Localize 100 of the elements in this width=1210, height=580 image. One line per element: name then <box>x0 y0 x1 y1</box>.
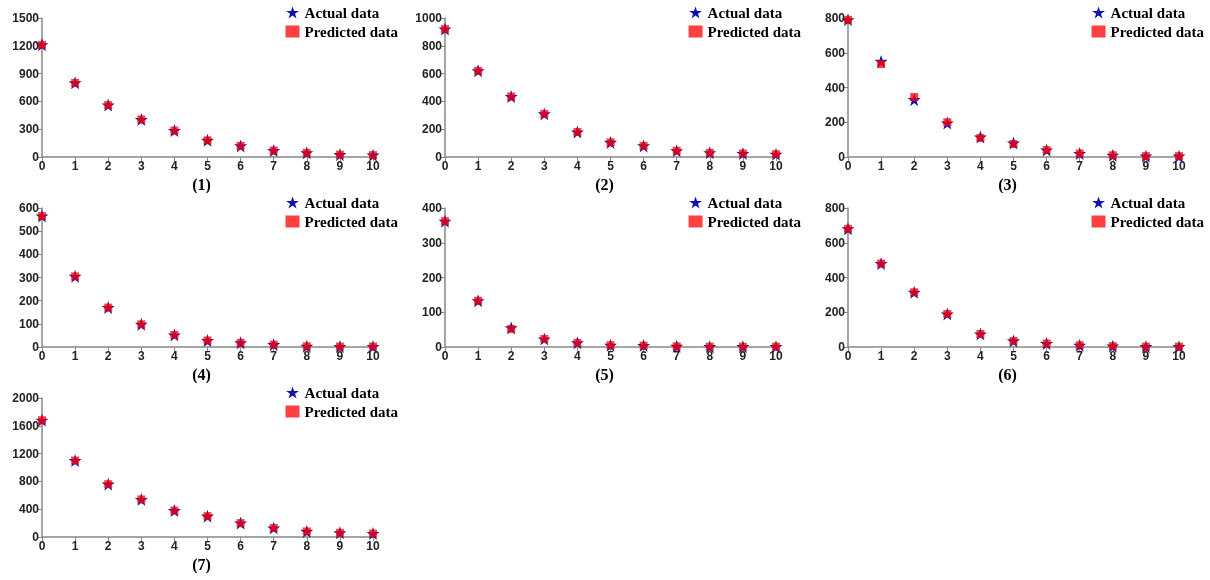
legend-label: Actual data <box>707 4 783 21</box>
x-tick-label: 7 <box>673 349 681 363</box>
x-tick-label: 3 <box>540 349 548 363</box>
x-tick-label: 1 <box>474 159 482 173</box>
x-tick-label: 7 <box>673 159 681 173</box>
legend-label: Predicted data <box>304 23 399 40</box>
y-tick-label: 300 <box>18 270 40 285</box>
x-tick-label: 5 <box>204 159 212 173</box>
y-tick-label: 0 <box>838 150 846 164</box>
x-tick-label: 4 <box>977 159 985 173</box>
x-tick-label: 10 <box>769 159 783 173</box>
y-tick-label: 1200 <box>12 446 40 461</box>
legend-label: Actual data <box>304 384 380 401</box>
x-tick-label: 6 <box>237 539 245 553</box>
y-tick-label: 0 <box>838 340 846 354</box>
x-tick-label: 6 <box>640 349 648 363</box>
x-tick-label: 3 <box>137 159 145 173</box>
y-tick-label: 500 <box>18 224 40 239</box>
y-tick-label: 0 <box>435 150 443 164</box>
x-tick-label: 6 <box>237 349 245 363</box>
text: (7) <box>192 555 211 574</box>
legend-label: Predicted data <box>304 213 399 230</box>
x-tick-label: 5 <box>607 349 615 363</box>
x-tick-label: 9 <box>1142 349 1150 363</box>
text: (2) <box>595 175 614 194</box>
text: (1) <box>192 175 211 194</box>
legend-label: Predicted data <box>707 23 802 40</box>
x-tick-label: 10 <box>1172 349 1186 363</box>
y-tick-label: 600 <box>18 201 40 215</box>
y-tick-label: 0 <box>32 150 40 164</box>
x-tick-label: 8 <box>1109 159 1117 173</box>
x-tick-label: 3 <box>943 349 951 363</box>
x-tick-label: 2 <box>104 159 112 173</box>
x-tick-label: 6 <box>237 159 245 173</box>
x-tick-label: 2 <box>507 349 515 363</box>
x-tick-label: 4 <box>171 159 179 173</box>
y-tick-label: 600 <box>421 66 443 81</box>
legend-label: Actual data <box>304 4 380 21</box>
y-tick-label: 100 <box>421 305 443 320</box>
x-tick-label: 8 <box>303 159 311 173</box>
text: (5) <box>595 365 614 384</box>
y-tick-label: 1200 <box>12 38 40 53</box>
y-tick-label: 1000 <box>415 11 443 25</box>
x-tick-label: 7 <box>1076 349 1084 363</box>
legend-label: Predicted data <box>707 213 802 230</box>
y-tick-label: 1500 <box>12 11 40 25</box>
y-tick-label: 400 <box>421 94 443 109</box>
x-tick-label: 5 <box>1010 349 1018 363</box>
x-tick-label: 8 <box>303 539 311 553</box>
y-tick-label: 1600 <box>12 418 40 433</box>
x-tick-label: 5 <box>607 159 615 173</box>
y-tick-label: 200 <box>421 270 443 285</box>
legend-label: Actual data <box>1110 194 1186 211</box>
y-tick-label: 400 <box>421 201 443 215</box>
x-tick-label: 1 <box>71 159 79 173</box>
y-tick-label: 400 <box>18 502 40 517</box>
y-tick-label: 900 <box>18 66 40 81</box>
x-tick-label: 3 <box>137 539 145 553</box>
y-tick-label: 600 <box>824 45 846 60</box>
x-tick-label: 6 <box>1043 349 1051 363</box>
y-tick-label: 200 <box>824 115 846 130</box>
x-tick-label: 3 <box>540 159 548 173</box>
x-tick-label: 4 <box>171 539 179 553</box>
legend-label: Predicted data <box>1110 213 1205 230</box>
y-tick-label: 800 <box>421 38 443 53</box>
x-tick-label: 7 <box>1076 159 1084 173</box>
x-tick-label: 4 <box>574 159 582 173</box>
x-tick-label: 7 <box>270 539 278 553</box>
x-tick-label: 5 <box>204 349 212 363</box>
x-tick-label: 4 <box>977 349 985 363</box>
x-tick-label: 4 <box>574 349 582 363</box>
y-tick-label: 200 <box>421 122 443 137</box>
x-tick-label: 7 <box>270 349 278 363</box>
x-tick-label: 10 <box>366 159 380 173</box>
x-tick-label: 8 <box>303 349 311 363</box>
x-tick-label: 1 <box>877 159 885 173</box>
legend-label: Actual data <box>707 194 783 211</box>
y-tick-label: 200 <box>824 305 846 320</box>
x-tick-label: 2 <box>910 159 918 173</box>
x-tick-label: 9 <box>336 349 344 363</box>
x-tick-label: 1 <box>71 349 79 363</box>
y-tick-label: 600 <box>824 235 846 250</box>
text: (4) <box>192 365 211 384</box>
x-tick-label: 3 <box>137 349 145 363</box>
y-tick-label: 400 <box>18 247 40 262</box>
legend-label: Predicted data <box>1110 23 1205 40</box>
x-tick-label: 10 <box>366 539 380 553</box>
x-tick-label: 1 <box>474 349 482 363</box>
x-tick-label: 9 <box>739 349 747 363</box>
x-tick-label: 10 <box>366 349 380 363</box>
legend-label: Actual data <box>1110 4 1186 21</box>
legend-label: Predicted data <box>304 403 399 420</box>
x-tick-label: 1 <box>71 539 79 553</box>
x-tick-label: 8 <box>706 349 714 363</box>
y-tick-label: 800 <box>824 201 846 215</box>
y-tick-label: 800 <box>18 474 40 489</box>
x-tick-label: 9 <box>336 159 344 173</box>
x-tick-label: 9 <box>739 159 747 173</box>
x-tick-label: 2 <box>104 539 112 553</box>
y-tick-label: 300 <box>421 235 443 250</box>
